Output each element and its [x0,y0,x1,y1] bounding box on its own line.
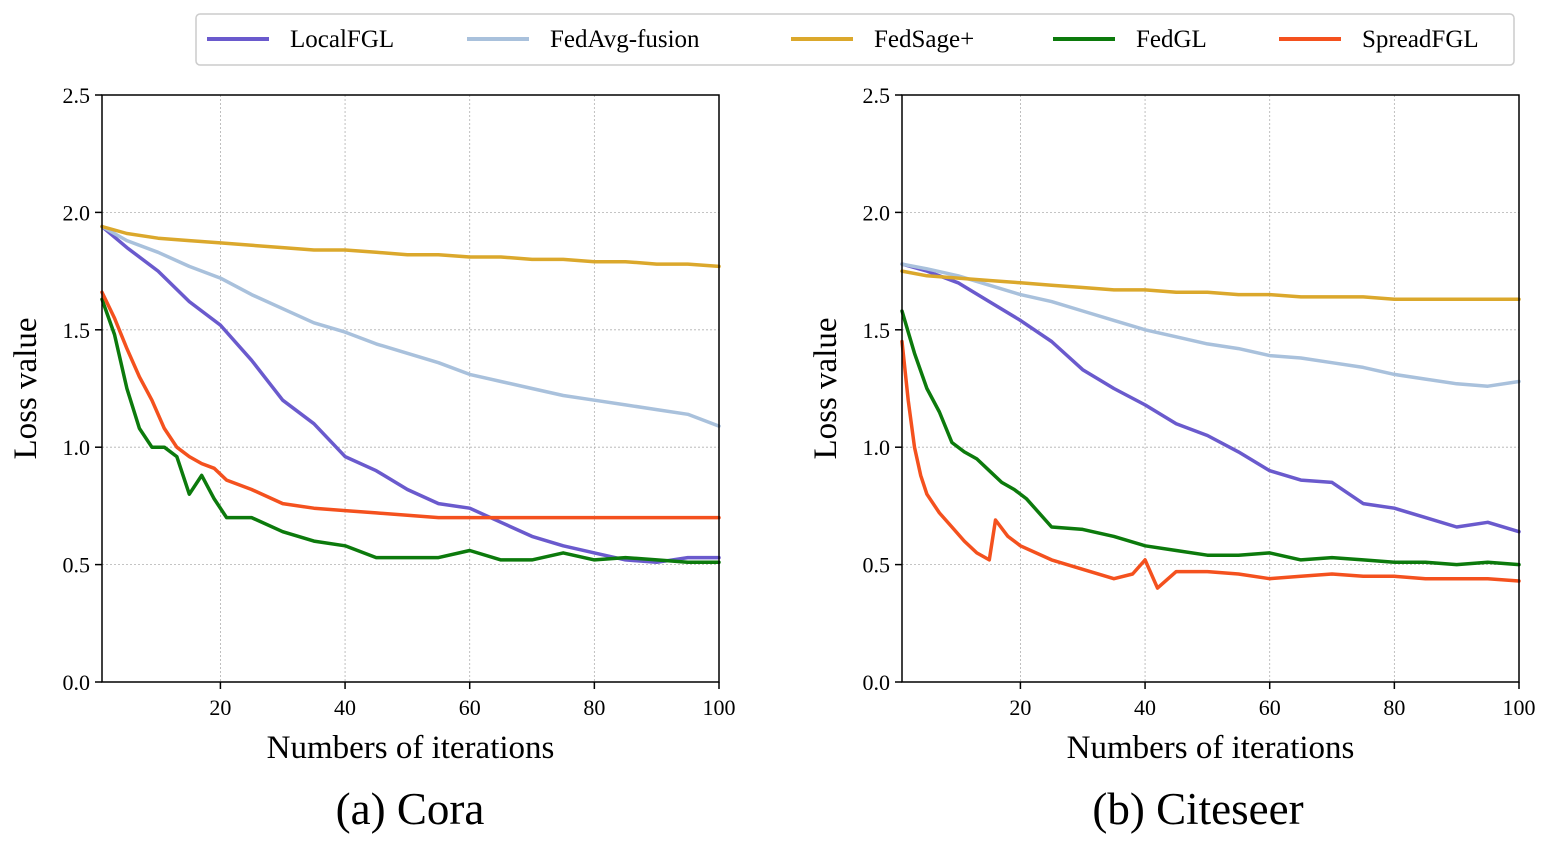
legend-entry-fedgl: FedGL [1053,26,1207,53]
x-axis-label: Numbers of iterations [267,730,555,766]
series-line-fedgl [900,309,1521,567]
legend-label: FedSage+ [874,26,974,53]
x-axis-label: Numbers of iterations [1067,730,1355,766]
series-layer [100,224,721,565]
y-tick-label: 1.0 [63,435,91,460]
legend-entry-localfgl: LocalFGL [207,26,394,53]
x-tick-label: 80 [583,695,605,720]
y-axis-label: Loss value [8,317,44,459]
legend: LocalFGL FedAvg-fusion FedSage+ FedGL Spread… [195,13,1515,66]
series-line-spreadfgl [900,339,1521,590]
ticks: 20 40 60 80 100 0.0 0.5 1.0 1.5 2.0 2.5 [63,83,736,720]
y-tick-label: 2.5 [63,83,91,108]
axes-frame [901,94,1520,683]
legend-entry-fedsage-: FedSage+ [791,26,974,53]
y-axis-label: Loss value [808,317,844,459]
legend-items: LocalFGL FedAvg-fusion FedSage+ FedGL Spread… [207,26,1479,53]
series-line-fedsage- [900,269,1521,302]
x-tick-label: 100 [1503,695,1536,720]
series-line-fedavg-fusion [100,224,721,428]
x-tick-label: 20 [209,695,231,720]
y-tick-label: 2.5 [863,83,891,108]
y-tick-label: 1.5 [63,318,91,343]
chart-caption: (b) Citeseer [1092,784,1303,834]
y-tick-label: 0.5 [63,553,91,578]
chart-caption: (a) Cora [336,784,485,834]
series-line-fedsage- [100,224,721,269]
y-tick-label: 1.5 [863,318,891,343]
y-tick-label: 0.0 [863,670,891,695]
x-tick-label: 60 [1259,695,1281,720]
legend-frame [195,13,1515,66]
series-line-fedavg-fusion [900,262,1521,388]
axes-frame [101,94,720,683]
y-tick-label: 2.0 [863,200,891,225]
x-tick-label: 20 [1009,695,1031,720]
x-tick-label: 80 [1383,695,1405,720]
legend-label: FedGL [1136,26,1207,53]
y-tick-label: 0.0 [63,670,91,695]
y-tick-label: 2.0 [63,200,91,225]
series-layer [900,262,1521,590]
series-line-localfgl [100,224,721,565]
chart-cora: 20 40 60 80 100 0.0 0.5 1.0 1.5 2.0 2.5 Numbers of… [8,83,736,834]
x-tick-label: 100 [703,695,736,720]
legend-entry-spreadfgl: SpreadFGL [1279,26,1479,53]
grid [902,95,1520,682]
grid [102,95,720,682]
series-line-spreadfgl [100,290,721,520]
legend-entry-fedavg-fusion: FedAvg-fusion [467,26,700,53]
series-line-localfgl [900,262,1521,534]
chart-citeseer: 20 40 60 80 100 0.0 0.5 1.0 1.5 2.0 2.5 Numbers of… [808,83,1536,834]
x-tick-label: 40 [334,695,356,720]
y-tick-label: 0.5 [863,553,891,578]
y-tick-label: 1.0 [863,435,891,460]
legend-label: SpreadFGL [1362,26,1479,53]
series-line-fedgl [100,297,721,565]
ticks: 20 40 60 80 100 0.0 0.5 1.0 1.5 2.0 2.5 [863,83,1536,720]
legend-label: LocalFGL [290,26,394,53]
x-tick-label: 60 [459,695,481,720]
x-tick-label: 40 [1134,695,1156,720]
legend-label: FedAvg-fusion [550,26,700,53]
